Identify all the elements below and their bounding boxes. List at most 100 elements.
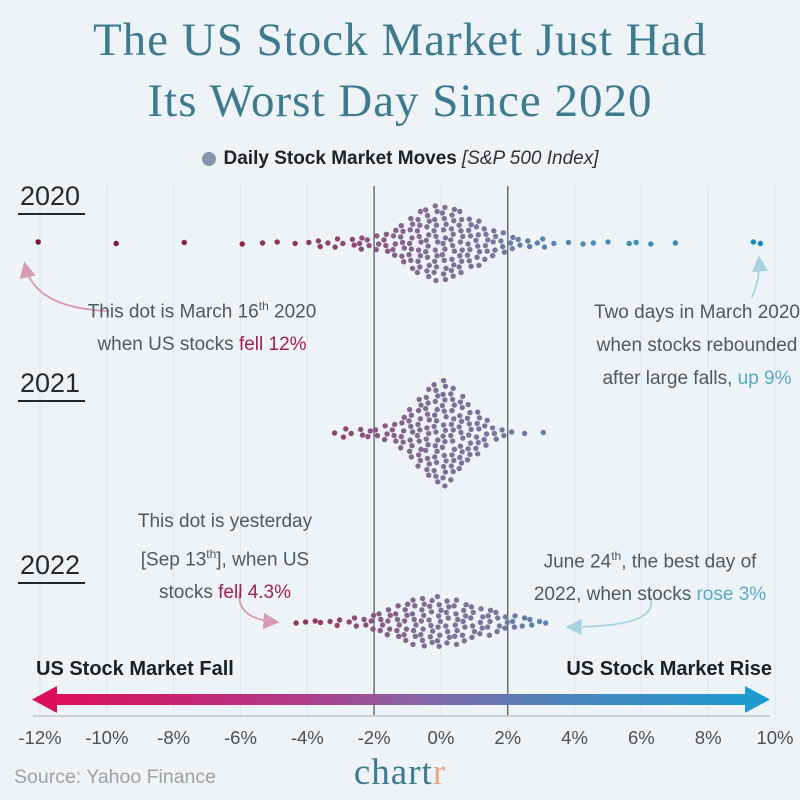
data-dot	[419, 595, 426, 602]
data-dot	[485, 237, 491, 243]
axis-tick-label: 2%	[494, 727, 522, 748]
annotation-line: This dot is March 16th 2020	[87, 299, 317, 323]
data-dot	[426, 417, 432, 423]
data-dot	[473, 237, 479, 244]
data-dot	[406, 240, 413, 247]
data-dot	[400, 228, 406, 234]
data-dot	[451, 206, 458, 213]
data-dot	[451, 457, 457, 464]
data-dot	[473, 224, 480, 230]
data-dot	[442, 246, 448, 252]
data-dot	[398, 445, 404, 451]
data-dot	[389, 427, 395, 433]
data-dot	[374, 233, 380, 239]
data-dot	[493, 436, 499, 442]
data-dot	[432, 398, 438, 405]
data-dot	[359, 235, 365, 241]
data-dot	[340, 434, 347, 440]
data-dot	[436, 602, 442, 608]
data-dot	[457, 443, 464, 449]
data-dot	[364, 237, 370, 243]
data-dot	[468, 426, 474, 433]
data-dot	[469, 623, 476, 629]
rise-axis-label: US Stock Market Rise	[566, 658, 772, 680]
data-dot	[390, 246, 396, 253]
data-dot	[426, 262, 432, 269]
data-dot	[433, 459, 440, 466]
data-dot	[452, 633, 458, 639]
title-line-1: The US Stock Market Just Had	[92, 14, 708, 66]
data-dot	[475, 439, 481, 446]
data-dot	[457, 454, 463, 461]
data-dot	[434, 406, 440, 413]
data-dot	[442, 438, 448, 445]
data-dot	[433, 473, 439, 479]
data-dot	[420, 626, 426, 632]
data-dot	[466, 258, 472, 264]
data-dot	[35, 239, 41, 245]
data-dot	[424, 411, 431, 417]
data-dot	[312, 618, 318, 624]
data-dot	[387, 612, 393, 619]
data-dot	[426, 386, 432, 392]
data-dot	[439, 444, 446, 450]
data-dot	[418, 632, 424, 638]
data-dot	[403, 626, 410, 632]
data-dot	[418, 446, 424, 452]
data-dot	[423, 237, 429, 244]
data-dot	[483, 231, 489, 237]
axis-tick-label: 6%	[627, 727, 655, 748]
data-dot	[459, 404, 465, 411]
annotation-line: when stocks rebounded	[596, 335, 798, 356]
data-dot	[361, 616, 367, 623]
legend-sublabel: [S&P 500 Index]	[461, 148, 599, 169]
data-dot	[425, 243, 431, 249]
data-dot	[448, 432, 454, 439]
data-dot	[368, 618, 374, 624]
data-dot	[385, 607, 392, 613]
data-dot	[521, 430, 528, 437]
data-dot	[382, 423, 388, 429]
data-dot	[372, 427, 379, 433]
data-dot	[423, 405, 429, 412]
data-dot	[419, 637, 426, 643]
data-dot	[432, 247, 438, 253]
data-dot	[401, 414, 407, 420]
data-dot	[431, 269, 437, 276]
data-dot	[317, 619, 324, 626]
data-dot	[440, 227, 447, 233]
data-dot	[401, 618, 408, 624]
data-dot	[359, 432, 366, 438]
data-dot	[384, 248, 391, 254]
data-dot	[398, 223, 404, 229]
data-dot	[464, 457, 471, 463]
data-dot	[336, 617, 343, 623]
data-dot	[428, 622, 434, 629]
data-dot	[409, 611, 416, 617]
data-dot	[406, 448, 413, 454]
data-dot	[390, 233, 397, 239]
data-dot	[426, 218, 432, 224]
data-dot	[477, 619, 484, 626]
data-dot	[417, 222, 423, 228]
data-dot	[113, 240, 119, 247]
data-dot	[448, 463, 455, 469]
data-dot	[370, 626, 376, 632]
data-dot	[424, 212, 431, 219]
data-dot	[467, 246, 473, 253]
data-dot	[540, 429, 546, 436]
data-dot	[427, 603, 433, 609]
data-dot	[433, 429, 439, 435]
data-dot	[427, 634, 433, 640]
data-dot	[462, 624, 468, 630]
data-dot	[442, 469, 449, 475]
data-dot	[463, 602, 469, 608]
data-dot	[374, 432, 381, 439]
data-dot	[434, 593, 441, 600]
data-dot	[493, 609, 499, 616]
data-dot	[431, 467, 437, 474]
data-dot	[353, 623, 359, 629]
data-dot	[460, 393, 466, 400]
data-dot	[421, 612, 427, 619]
